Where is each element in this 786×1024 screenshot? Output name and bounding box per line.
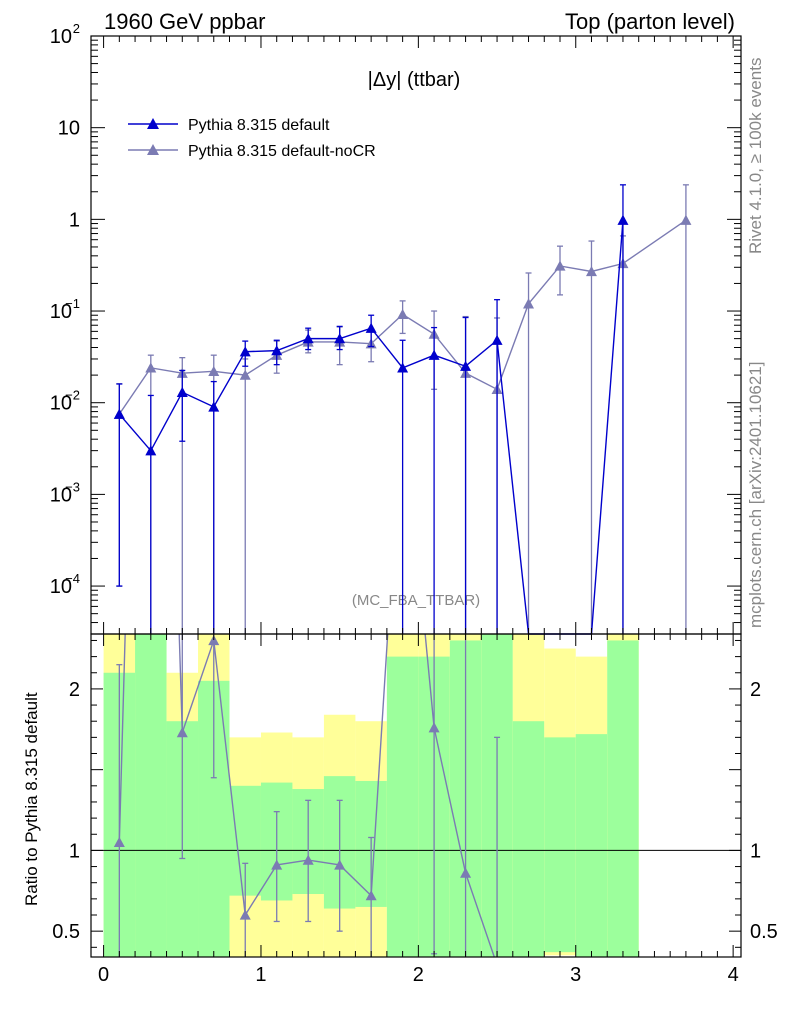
ratio-point-8 — [365, 890, 377, 901]
point-default-16 — [617, 214, 629, 225]
point-default-9 — [397, 362, 409, 373]
x-tick-label-4: 4 — [728, 964, 739, 986]
band-green-15 — [575, 734, 608, 957]
point-nocr-17 — [680, 214, 692, 225]
mcplots-label: mcplots.cern.ch [arXiv:2401.10621] — [746, 362, 765, 628]
main-plot — [113, 184, 692, 635]
ratio-point-4 — [239, 909, 251, 920]
y-tick-exp-4: −2 — [65, 388, 80, 403]
band-green-14 — [544, 737, 576, 953]
band-green-9 — [386, 656, 419, 957]
point-nocr-1 — [145, 362, 157, 373]
ratio-tick-label-right-2: 2 — [750, 679, 761, 701]
x-tick-label-2: 2 — [413, 964, 424, 986]
point-nocr-14 — [554, 260, 566, 271]
y-tick-exp-6: −4 — [65, 571, 80, 586]
y-tick-label-2: 1 — [69, 209, 80, 231]
analysis-name: (MC_FBA_TTBAR) — [352, 592, 480, 609]
legend: Pythia 8.315 default Pythia 8.315 defaul… — [128, 117, 376, 160]
legend-label-default: Pythia 8.315 default — [188, 117, 330, 134]
ratio-plot — [91, 634, 741, 957]
y-tick-label-0: 10 — [50, 26, 72, 48]
point-default-6 — [302, 333, 314, 344]
series-default — [113, 184, 629, 635]
point-nocr-3 — [208, 365, 220, 376]
point-nocr-13 — [523, 298, 535, 309]
point-default-5 — [271, 345, 283, 356]
ratio-point-5 — [271, 859, 283, 870]
y-tick-label-6: 10 — [50, 576, 72, 598]
y-tick-exp-3: −1 — [65, 296, 80, 311]
ratio-point-10 — [428, 722, 440, 733]
point-default-4 — [239, 346, 251, 357]
legend-label-nocr: Pythia 8.315 default-noCR — [188, 143, 376, 160]
y-tick-exp-0: 2 — [73, 21, 80, 36]
header-left-title: 1960 GeV ppbar — [104, 9, 265, 34]
legend-marker-default — [147, 118, 159, 129]
point-default-11 — [460, 360, 472, 371]
point-default-2 — [176, 386, 188, 397]
band-green-1 — [135, 634, 167, 957]
point-default-10 — [428, 349, 440, 360]
ratio-point-11 — [460, 867, 472, 878]
point-nocr-9 — [397, 308, 409, 320]
rivet-version-label: Rivet 4.1.0, ≥ 100k events — [746, 58, 765, 254]
point-default-12 — [491, 334, 503, 345]
line-default — [118, 220, 624, 635]
ratio-point-2 — [176, 727, 188, 738]
x-tick-label-1: 1 — [255, 964, 266, 986]
y-tick-exp-5: −3 — [65, 479, 80, 494]
point-default-3 — [208, 401, 220, 412]
plot-title: |Δy| (ttbar) — [368, 69, 461, 91]
ratio-point-3 — [208, 634, 220, 646]
header-right-title: Top (parton level) — [565, 9, 735, 34]
x-tick-label-3: 3 — [570, 964, 581, 986]
x-tick-label-0: 0 — [98, 964, 109, 986]
point-default-7 — [334, 333, 346, 344]
legend-marker-nocr — [147, 144, 159, 155]
ratio-tick-label-left-2: 2 — [69, 679, 80, 701]
ratio-frame — [90, 633, 742, 958]
ratio-series-nocr — [113, 634, 501, 957]
ratio-y-axis-label: Ratio to Pythia 8.315 default — [22, 692, 41, 906]
y-tick-label-1: 10 — [58, 118, 80, 140]
line-nocr — [118, 219, 687, 415]
ratio-tick-label-left-1: 1 — [69, 840, 80, 862]
ratio-tick-label-left-0: 0.5 — [52, 921, 80, 943]
point-default-1 — [145, 445, 157, 456]
ratio-point-0 — [113, 836, 125, 848]
point-nocr-4 — [239, 369, 251, 380]
y-tick-label-5: 10 — [50, 484, 72, 506]
band-green-13 — [512, 721, 545, 957]
ratio-tick-label-right-0: 0.5 — [750, 921, 778, 943]
point-nocr-15 — [585, 265, 597, 277]
y-tick-label-3: 10 — [50, 301, 72, 323]
point-default-0 — [113, 408, 125, 419]
ratio-tick-label-right-1: 1 — [750, 840, 761, 862]
point-default-8 — [365, 322, 377, 333]
band-green-16 — [607, 640, 639, 957]
y-tick-label-4: 10 — [50, 393, 72, 415]
ratio-point-6 — [302, 854, 314, 865]
ratio-point-7 — [334, 859, 346, 870]
